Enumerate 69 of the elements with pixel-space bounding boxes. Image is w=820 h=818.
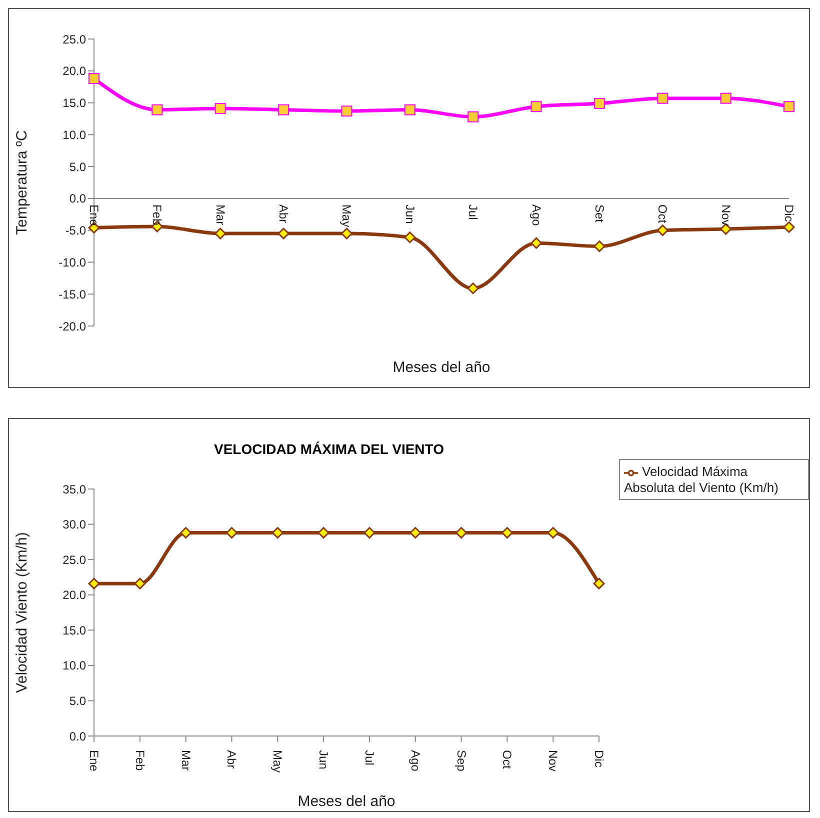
x-tick-label: Set <box>592 204 606 224</box>
point <box>214 103 226 114</box>
point <box>657 92 668 104</box>
y-tick-label: 5.0 <box>69 694 86 708</box>
y-tick-label: -5.0 <box>65 224 86 238</box>
point <box>404 104 416 116</box>
y-tick-label: 20.0 <box>62 64 86 78</box>
point <box>594 240 606 252</box>
legend-label: Velocidad Máxima Absoluta del Viento (Km/h) <box>624 464 778 495</box>
x-axis-title: Meses del año <box>298 793 396 810</box>
point <box>530 101 542 112</box>
point <box>88 73 100 84</box>
x-tick-label: Ene <box>87 204 101 226</box>
point <box>404 232 416 244</box>
chart-title: VELOCIDAD MÁXIMA DEL VIENTO <box>213 441 445 457</box>
point <box>152 104 163 116</box>
x-tick-label: Jul <box>466 204 480 220</box>
y-axis-title: Temperatura ºC <box>13 130 30 235</box>
x-tick-label: Ene <box>87 750 101 772</box>
point <box>784 101 794 112</box>
x-tick-label: Oct <box>500 750 514 770</box>
y-tick-label: 20.0 <box>62 588 86 602</box>
y-tick-label: 25.0 <box>62 32 86 46</box>
point <box>214 228 226 240</box>
x-tick-label: Jun <box>316 750 331 770</box>
x-axis-title: Meses del año <box>392 359 490 376</box>
x-tick-label: Abr <box>224 750 239 769</box>
x-tick-label: Oct <box>656 204 670 224</box>
x-tick-label: Jul <box>362 750 376 766</box>
y-tick-label: 5.0 <box>69 160 86 174</box>
x-tick-label: Mar <box>213 204 228 226</box>
y-tick-label: 10.0 <box>62 128 86 142</box>
point <box>278 228 290 240</box>
point <box>783 221 795 233</box>
y-tick-label: -10.0 <box>58 255 86 270</box>
point <box>278 104 290 116</box>
x-tick-label: Nov <box>718 204 733 226</box>
point <box>340 228 352 240</box>
y-tick-label: 10.0 <box>62 658 86 673</box>
x-tick-label: Dic <box>592 750 606 768</box>
y-tick-label: -20.0 <box>58 319 86 334</box>
point <box>468 111 479 122</box>
y-tick-label: 0.0 <box>69 729 86 744</box>
x-tick-label: Abr <box>276 204 291 224</box>
x-tick-label: Mar <box>178 750 193 771</box>
point <box>656 224 668 236</box>
y-tick-label: 15.0 <box>62 96 86 110</box>
x-tick-label: May <box>340 204 354 228</box>
y-tick-label: -15.0 <box>58 287 86 302</box>
x-tick-label: Nov <box>546 750 560 772</box>
x-tick-label: Ago <box>408 750 422 772</box>
x-tick-label: May <box>270 750 285 773</box>
point <box>594 98 605 109</box>
x-tick-label: Dic <box>782 204 796 222</box>
point <box>467 282 479 294</box>
x-tick-label: Feb <box>150 204 164 226</box>
x-tick-label: Sep <box>454 750 468 772</box>
point <box>341 106 352 117</box>
x-tick-label: Jun <box>402 204 417 224</box>
y-tick-label: 15.0 <box>62 623 86 638</box>
x-tick-label: Feb <box>132 750 147 772</box>
point <box>530 237 542 249</box>
y-tick-label: 25.0 <box>62 552 86 567</box>
y-axis-title: Velocidad Viento (Km/h) <box>13 532 30 693</box>
x-tick-label: Ago <box>529 204 544 226</box>
y-tick-label: 0.0 <box>69 192 86 206</box>
point <box>720 92 732 104</box>
y-tick-label: 30.0 <box>62 518 86 532</box>
y-tick-label: 35.0 <box>62 482 86 496</box>
